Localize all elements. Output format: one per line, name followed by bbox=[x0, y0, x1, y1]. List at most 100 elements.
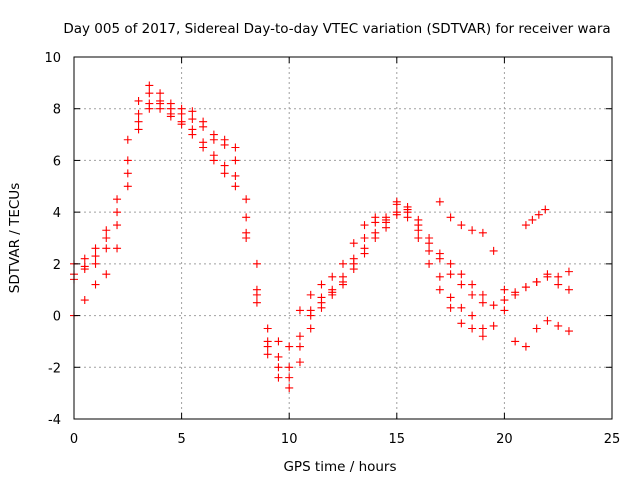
data-point bbox=[105, 247, 108, 250]
data-point bbox=[191, 118, 194, 120]
data-point bbox=[503, 299, 506, 301]
data-point bbox=[482, 232, 484, 234]
data-point bbox=[514, 294, 516, 296]
data-point bbox=[342, 275, 344, 278]
data-point bbox=[492, 250, 495, 252]
data-point bbox=[137, 100, 140, 102]
data-point bbox=[202, 120, 204, 123]
data-point bbox=[213, 138, 215, 141]
data-point bbox=[439, 288, 441, 291]
data-point bbox=[385, 216, 387, 219]
data-point bbox=[417, 229, 420, 232]
data-point bbox=[299, 309, 301, 312]
data-point bbox=[266, 340, 269, 343]
data-point bbox=[94, 247, 97, 250]
data-point bbox=[396, 201, 398, 203]
data-point bbox=[288, 376, 291, 379]
data-point bbox=[299, 345, 301, 348]
data-point bbox=[277, 366, 280, 369]
data-point bbox=[159, 92, 161, 94]
data-point bbox=[363, 237, 366, 239]
data-point bbox=[557, 325, 559, 327]
data-point bbox=[428, 250, 430, 252]
data-point bbox=[309, 327, 312, 330]
y-tick-label: -2 bbox=[48, 361, 61, 376]
data-point bbox=[449, 216, 452, 219]
data-point bbox=[299, 335, 301, 338]
axis-ticks bbox=[73, 56, 613, 420]
data-point bbox=[116, 211, 118, 213]
data-point bbox=[256, 294, 258, 296]
data-point bbox=[449, 296, 452, 299]
data-point bbox=[223, 164, 226, 167]
data-point bbox=[202, 126, 204, 128]
data-point bbox=[492, 304, 495, 307]
data-point bbox=[148, 92, 151, 94]
data-point bbox=[266, 345, 269, 348]
data-point bbox=[449, 273, 452, 276]
data-point bbox=[428, 237, 430, 239]
data-point bbox=[460, 307, 463, 309]
data-point bbox=[105, 237, 108, 239]
data-point bbox=[159, 107, 161, 110]
data-point bbox=[234, 185, 237, 188]
data-point bbox=[137, 128, 140, 131]
data-point bbox=[352, 242, 355, 244]
data-point bbox=[471, 294, 473, 296]
data-point bbox=[568, 270, 570, 273]
data-point bbox=[127, 138, 129, 141]
data-point bbox=[288, 366, 291, 369]
data-point bbox=[544, 208, 547, 211]
data-point bbox=[342, 263, 344, 265]
data-point bbox=[374, 216, 377, 219]
data-point bbox=[331, 275, 334, 278]
y-axis-label: SDTVAR / TECUs bbox=[7, 183, 23, 293]
data-point bbox=[449, 263, 452, 265]
data-point bbox=[320, 307, 323, 309]
grid bbox=[74, 57, 612, 419]
data-point bbox=[223, 172, 226, 175]
y-tick-label: 2 bbox=[53, 258, 61, 273]
data-point bbox=[492, 325, 495, 327]
data-point bbox=[148, 84, 151, 87]
data-point bbox=[213, 159, 215, 162]
x-tick-label: 20 bbox=[496, 432, 513, 447]
x-tick-label: 5 bbox=[177, 432, 185, 447]
data-point bbox=[94, 255, 97, 257]
data-point bbox=[245, 216, 247, 219]
data-point bbox=[471, 314, 473, 317]
x-tick-label: 0 bbox=[70, 432, 78, 447]
data-point bbox=[320, 296, 323, 299]
data-point bbox=[460, 224, 463, 226]
x-tick-label: 15 bbox=[389, 432, 406, 447]
data-point bbox=[471, 327, 473, 330]
data-point bbox=[535, 327, 538, 330]
data-point bbox=[482, 327, 484, 330]
data-point bbox=[159, 102, 161, 105]
data-point bbox=[116, 198, 118, 201]
data-point bbox=[277, 340, 280, 343]
data-point bbox=[266, 353, 269, 356]
data-point bbox=[503, 288, 506, 291]
x-tick-label: 25 bbox=[604, 432, 621, 447]
data-point bbox=[439, 252, 441, 255]
data-point bbox=[83, 257, 86, 260]
data-point bbox=[191, 110, 194, 113]
data-point bbox=[245, 198, 247, 201]
data-point bbox=[363, 247, 366, 250]
data-point bbox=[223, 138, 226, 141]
data-point bbox=[180, 113, 183, 115]
data-point bbox=[127, 172, 129, 175]
y-tick-label: 8 bbox=[53, 103, 61, 118]
data-point bbox=[223, 144, 226, 146]
data-point bbox=[137, 120, 140, 123]
y-tick-label: -4 bbox=[48, 413, 61, 428]
data-point bbox=[331, 291, 334, 294]
data-point bbox=[568, 288, 570, 291]
data-point bbox=[439, 257, 441, 260]
data-point bbox=[256, 288, 258, 291]
series-track-5 bbox=[435, 197, 573, 299]
data-point bbox=[406, 216, 409, 219]
data-point bbox=[256, 301, 258, 304]
